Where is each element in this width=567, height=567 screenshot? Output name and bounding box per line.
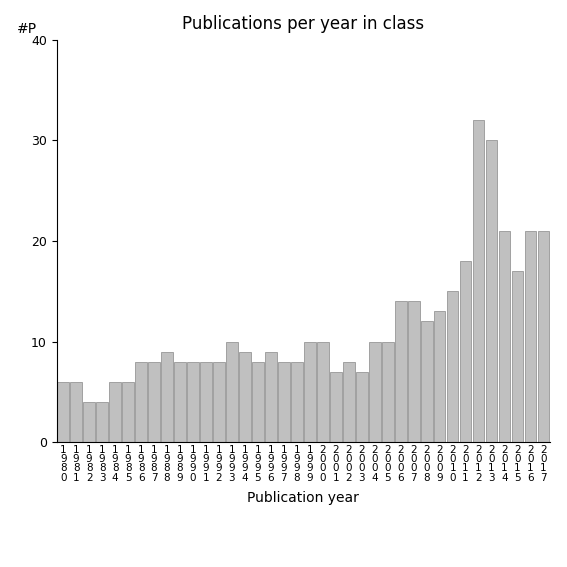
Bar	[524, 231, 536, 442]
Bar	[356, 372, 367, 442]
Bar	[70, 382, 82, 442]
Bar	[395, 302, 407, 442]
Bar	[239, 352, 251, 442]
Bar	[434, 311, 446, 442]
Bar	[109, 382, 121, 442]
Bar	[447, 291, 459, 442]
Bar	[278, 362, 290, 442]
Bar	[291, 362, 303, 442]
Bar	[343, 362, 354, 442]
Bar	[499, 231, 510, 442]
Bar	[136, 362, 147, 442]
Bar	[382, 341, 393, 442]
Bar	[538, 231, 549, 442]
Bar	[421, 321, 433, 442]
Bar	[226, 341, 238, 442]
Bar	[174, 362, 186, 442]
Bar	[213, 362, 225, 442]
Bar	[304, 341, 316, 442]
Title: Publications per year in class: Publications per year in class	[182, 15, 425, 32]
Bar	[122, 382, 134, 442]
Bar	[511, 271, 523, 442]
Bar	[473, 120, 484, 442]
Bar	[187, 362, 199, 442]
Bar	[252, 362, 264, 442]
Bar	[57, 382, 69, 442]
Bar	[486, 141, 497, 442]
X-axis label: Publication year: Publication year	[247, 491, 359, 505]
Bar	[369, 341, 380, 442]
Bar	[83, 402, 95, 442]
Bar	[408, 302, 420, 442]
Bar	[96, 402, 108, 442]
Bar	[317, 341, 329, 442]
Bar	[161, 352, 173, 442]
Bar	[200, 362, 212, 442]
Bar	[330, 372, 342, 442]
Bar	[265, 352, 277, 442]
Bar	[148, 362, 160, 442]
Bar	[460, 261, 471, 442]
Y-axis label: #P: #P	[17, 22, 37, 36]
